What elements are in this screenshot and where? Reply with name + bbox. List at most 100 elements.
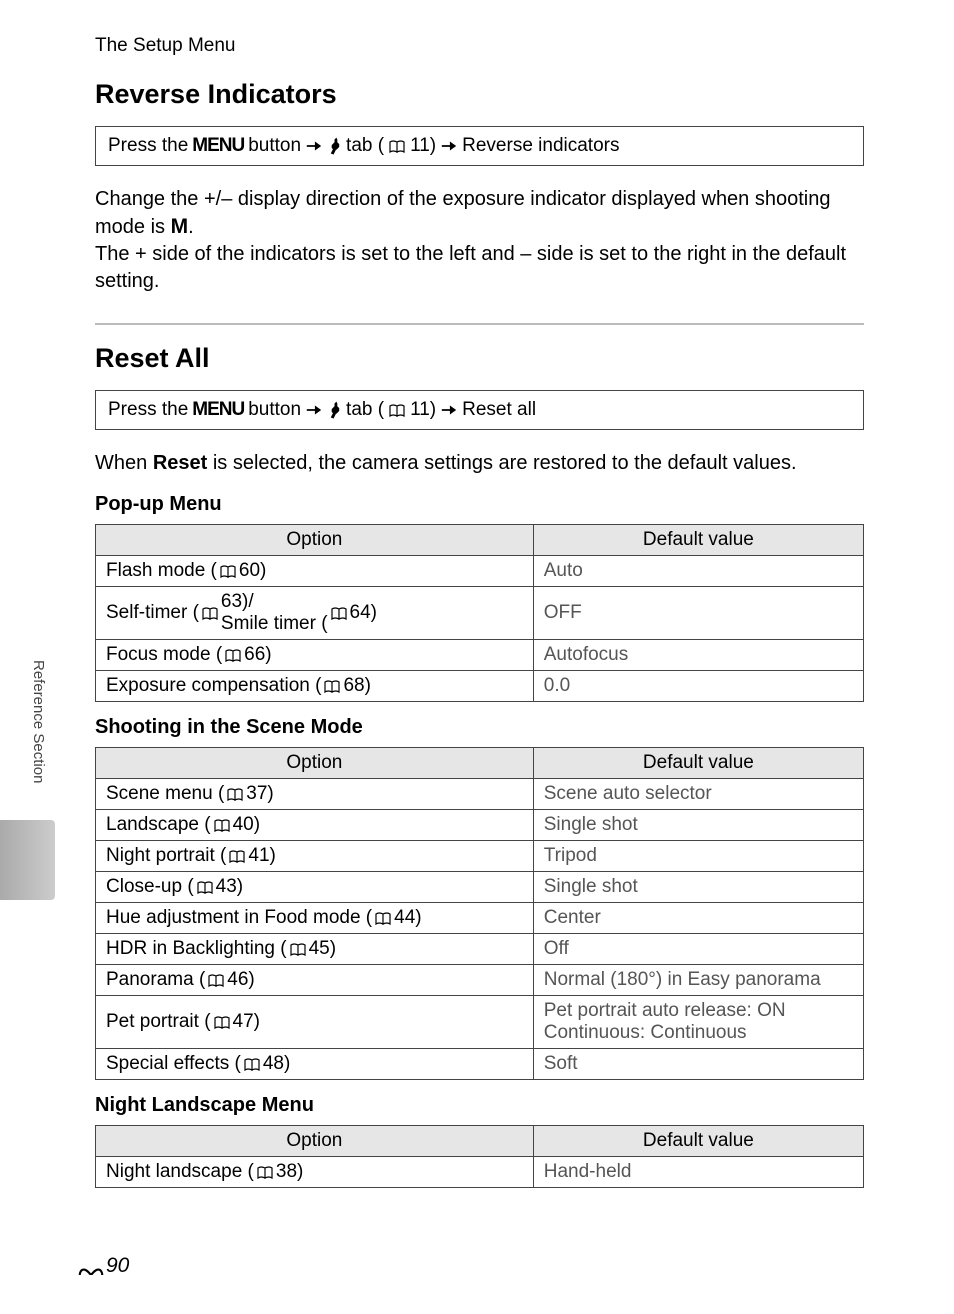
table-heading-popup: Pop-up Menu (95, 493, 864, 516)
popup-menu-table: Option Default value Flash mode (60)Auto… (95, 524, 864, 702)
nav-text: button (248, 399, 301, 421)
page-ref-icon (330, 605, 348, 621)
default-value-cell: Hand-held (533, 1157, 863, 1188)
default-value-cell: Single shot (533, 872, 863, 903)
table-row: HDR in Backlighting (45)Off (96, 934, 864, 965)
default-value-cell: Soft (533, 1049, 863, 1080)
table-row: Special effects (48)Soft (96, 1049, 864, 1080)
table-row: Close-up (43)Single shot (96, 872, 864, 903)
option-cell: Night portrait (41) (96, 841, 534, 872)
option-cell: Hue adjustment in Food mode (44) (96, 903, 534, 934)
nav-tail: Reset all (462, 399, 536, 421)
section-title-reverse: Reverse Indicators (95, 79, 864, 110)
page-ref-icon (213, 817, 231, 833)
mode-m-icon: M (171, 215, 189, 238)
nav-path-reverse: Press the MENU button tab ( 11) Reverse i… (95, 126, 864, 166)
page-ref-icon (388, 138, 406, 154)
page-header: The Setup Menu (95, 35, 864, 57)
page-ref-icon (196, 879, 214, 895)
body-paragraph: Change the +/– display direction of the … (95, 186, 864, 295)
default-value-cell: Auto (533, 556, 863, 587)
default-value-cell: Off (533, 934, 863, 965)
page-ref-icon (228, 848, 246, 864)
table-row: Pet portrait (47)Pet portrait auto relea… (96, 996, 864, 1049)
option-cell: Close-up (43) (96, 872, 534, 903)
page-ref-icon (388, 402, 406, 418)
page-ref-icon (213, 1014, 231, 1030)
option-cell: Pet portrait (47) (96, 996, 534, 1049)
table-row: Self-timer (63)/Smile timer (64)OFF (96, 587, 864, 640)
table-row: Focus mode (66)Autofocus (96, 640, 864, 671)
table-row: Night landscape (38)Hand-held (96, 1157, 864, 1188)
page-number: 90 (78, 1254, 129, 1278)
scene-mode-table: Option Default value Scene menu (37)Scen… (95, 747, 864, 1080)
page-ref-icon (243, 1056, 261, 1072)
default-value-cell: OFF (533, 587, 863, 640)
option-cell: Night landscape (38) (96, 1157, 534, 1188)
section-title-reset: Reset All (95, 343, 864, 374)
table-heading-night: Night Landscape Menu (95, 1094, 864, 1117)
table-row: Hue adjustment in Food mode (44)Center (96, 903, 864, 934)
page-ref-icon (289, 941, 307, 957)
col-option: Option (96, 1126, 534, 1157)
default-value-cell: Pet portrait auto release: ONContinuous:… (533, 996, 863, 1049)
table-row: Night portrait (41)Tripod (96, 841, 864, 872)
arrow-right-icon (305, 401, 323, 419)
col-default: Default value (533, 1126, 863, 1157)
nav-text: tab ( (346, 135, 384, 157)
page-ref-icon (219, 563, 237, 579)
page-ref-icon (201, 605, 219, 621)
col-option: Option (96, 525, 534, 556)
page-ref-icon (226, 786, 244, 802)
menu-button-label: MENU (192, 399, 244, 421)
arrow-right-icon (305, 137, 323, 155)
option-cell: Scene menu (37) (96, 779, 534, 810)
nav-ref: 11) (410, 135, 436, 157)
option-cell: Panorama (46) (96, 965, 534, 996)
section-divider (95, 323, 864, 325)
page-ref-icon (374, 910, 392, 926)
nav-tail: Reverse indicators (462, 135, 619, 157)
option-cell: Exposure compensation (68) (96, 671, 534, 702)
option-cell: Flash mode (60) (96, 556, 534, 587)
infinity-icon (78, 1257, 104, 1275)
nav-ref: 11) (410, 399, 436, 421)
default-value-cell: Center (533, 903, 863, 934)
setup-tab-icon (327, 400, 342, 420)
setup-tab-icon (327, 136, 342, 156)
col-default: Default value (533, 525, 863, 556)
page-ref-icon (207, 972, 225, 988)
page-ref-icon (224, 647, 242, 663)
table-row: Scene menu (37)Scene auto selector (96, 779, 864, 810)
nav-text: button (248, 135, 301, 157)
nav-text: Press the (108, 399, 188, 421)
nav-path-reset: Press the MENU button tab ( 11) Reset all (95, 390, 864, 430)
nav-text: tab ( (346, 399, 384, 421)
option-cell: Self-timer (63)/Smile timer (64) (96, 587, 534, 640)
menu-button-label: MENU (192, 135, 244, 157)
col-option: Option (96, 748, 534, 779)
option-cell: Focus mode (66) (96, 640, 534, 671)
page-ref-icon (323, 678, 341, 694)
default-value-cell: Single shot (533, 810, 863, 841)
table-row: Flash mode (60)Auto (96, 556, 864, 587)
arrow-right-icon (440, 137, 458, 155)
default-value-cell: Autofocus (533, 640, 863, 671)
table-row: Landscape (40)Single shot (96, 810, 864, 841)
table-heading-scene: Shooting in the Scene Mode (95, 716, 864, 739)
nav-text: Press the (108, 135, 188, 157)
arrow-right-icon (440, 401, 458, 419)
default-value-cell: Scene auto selector (533, 779, 863, 810)
option-cell: HDR in Backlighting (45) (96, 934, 534, 965)
default-value-cell: 0.0 (533, 671, 863, 702)
default-value-cell: Tripod (533, 841, 863, 872)
table-row: Panorama (46)Normal (180°) in Easy panor… (96, 965, 864, 996)
col-default: Default value (533, 748, 863, 779)
page-ref-icon (256, 1164, 274, 1180)
body-paragraph: When Reset is selected, the camera setti… (95, 450, 864, 477)
option-cell: Landscape (40) (96, 810, 534, 841)
night-landscape-table: Option Default value Night landscape (38… (95, 1125, 864, 1188)
option-cell: Special effects (48) (96, 1049, 534, 1080)
table-row: Exposure compensation (68)0.0 (96, 671, 864, 702)
default-value-cell: Normal (180°) in Easy panorama (533, 965, 863, 996)
